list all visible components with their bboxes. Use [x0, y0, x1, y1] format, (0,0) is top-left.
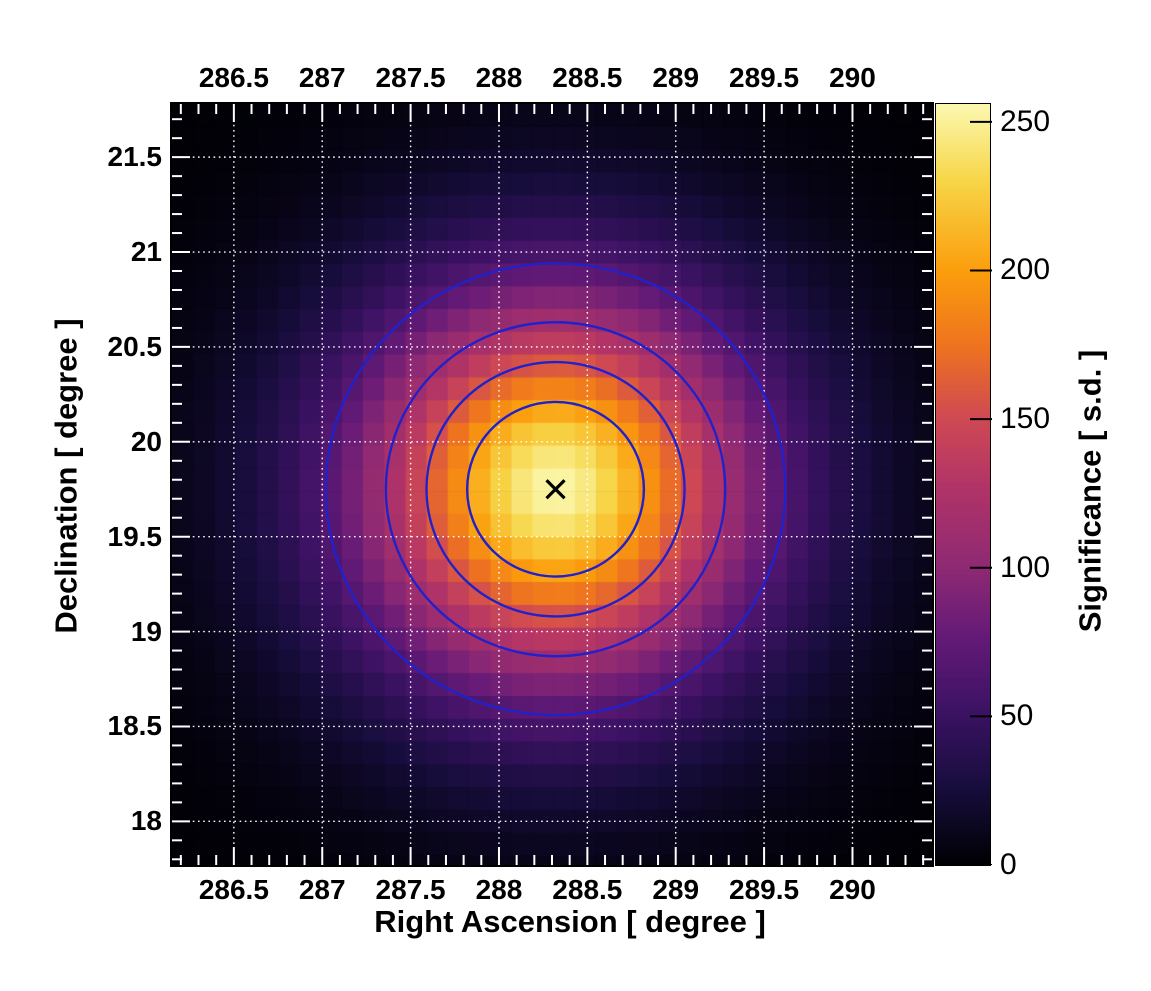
y-tick-label: 21 [130, 236, 162, 268]
x-tick-label-top: 287 [298, 62, 346, 93]
colorbar [935, 103, 992, 866]
x-axis-title: Right Ascension [ degree ] [374, 904, 766, 939]
z-tick-label: 250 [1000, 104, 1051, 138]
x-tick-label-bottom: 289.5 [729, 874, 800, 905]
z-tick-label: 100 [1000, 550, 1051, 584]
colorbar-gradient [936, 104, 990, 865]
x-tick-label-top: 288 [475, 62, 523, 93]
y-tick-label: 19 [130, 615, 162, 647]
contour-ellipse [384, 321, 727, 658]
contour-ellipse [425, 360, 686, 618]
contour-ellipse [324, 262, 787, 717]
z-tick-label: 200 [1000, 253, 1051, 287]
y-tick-label: 18 [130, 805, 162, 837]
z-tick-label: 0 [1000, 848, 1017, 881]
colorbar-title: Significance [ s.d. ] [1072, 349, 1108, 633]
y-tick-label: 18.5 [107, 710, 163, 742]
x-tick-label-bottom: 288.5 [552, 874, 623, 905]
contour-ellipse [465, 400, 646, 578]
x-tick-label-bottom: 290 [829, 874, 876, 905]
x-tick-label-top: 290 [829, 62, 876, 93]
x-tick-label-bottom: 286.5 [198, 874, 269, 905]
x-tick-label-top: 286.5 [198, 62, 269, 93]
z-tick-label: 150 [1000, 402, 1051, 436]
peak-marker-x [545, 479, 566, 500]
x-tick-label-bottom: 289 [652, 874, 700, 905]
x-tick-label-bottom: 287 [298, 874, 346, 905]
y-tick-label: 21.5 [107, 141, 163, 173]
x-tick-label-top: 287.5 [375, 62, 446, 93]
x-tick-label-top: 289.5 [729, 62, 800, 93]
x-tick-label-bottom: 287.5 [375, 874, 446, 905]
colorbar-ticks [970, 120, 992, 865]
y-tick-label: 20.5 [107, 330, 163, 362]
z-tick-label: 50 [1000, 699, 1034, 733]
x-tick-label-bottom: 288 [475, 874, 523, 905]
y-tick-label: 19.5 [107, 520, 163, 552]
plot-overlay [172, 104, 932, 865]
y-tick-label: 20 [130, 425, 162, 457]
plot-frame [170, 102, 934, 867]
x-tick-label-top: 289 [652, 62, 700, 93]
x-tick-label-top: 288.5 [552, 62, 623, 93]
